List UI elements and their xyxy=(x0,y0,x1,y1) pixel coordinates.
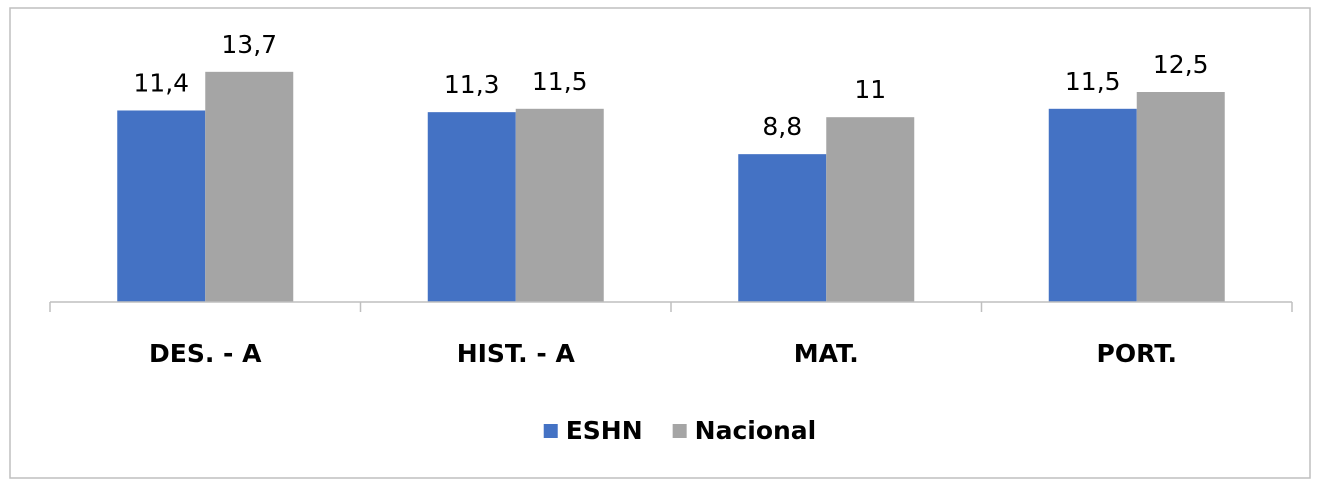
data-label: 12,5 xyxy=(1153,50,1209,79)
data-label: 11,5 xyxy=(532,67,588,96)
x-tick-label: HIST. - A xyxy=(457,339,576,368)
data-label: 13,7 xyxy=(221,30,277,59)
legend-swatch xyxy=(543,424,558,438)
bar xyxy=(427,112,516,302)
bar xyxy=(515,108,604,302)
x-tick-label: MAT. xyxy=(794,339,859,368)
bar xyxy=(117,110,206,302)
x-tick-label: DES. - A xyxy=(149,339,262,368)
bar xyxy=(1048,108,1137,302)
x-tick-label: PORT. xyxy=(1097,339,1177,368)
data-label: 8,8 xyxy=(762,112,802,141)
legend-label: ESHN xyxy=(566,416,643,445)
legend-swatch xyxy=(672,424,687,438)
bar xyxy=(205,71,294,302)
bar xyxy=(1136,92,1225,302)
data-label: 11 xyxy=(854,75,886,104)
bar xyxy=(826,117,915,302)
data-label: 11,4 xyxy=(133,68,189,97)
bar xyxy=(738,154,827,302)
data-label: 11,3 xyxy=(444,70,500,99)
legend-label: Nacional xyxy=(695,416,817,445)
data-label: 11,5 xyxy=(1065,67,1121,96)
